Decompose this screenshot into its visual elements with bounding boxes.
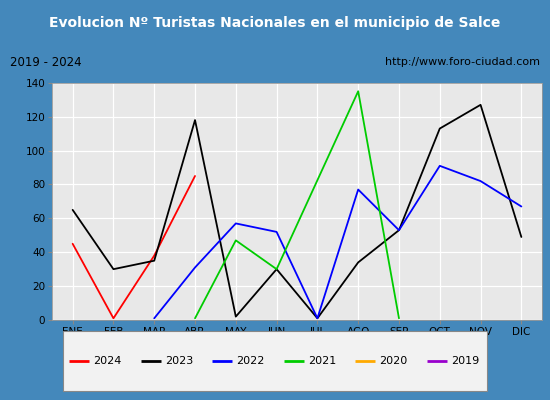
Text: 2020: 2020: [379, 356, 408, 366]
Text: http://www.foro-ciudad.com: http://www.foro-ciudad.com: [385, 57, 540, 67]
Text: 2019 - 2024: 2019 - 2024: [10, 56, 81, 69]
FancyBboxPatch shape: [63, 331, 487, 391]
Text: Evolucion Nº Turistas Nacionales en el municipio de Salce: Evolucion Nº Turistas Nacionales en el m…: [50, 16, 501, 30]
Text: 2023: 2023: [165, 356, 193, 366]
Text: 2024: 2024: [94, 356, 122, 366]
Text: 2022: 2022: [236, 356, 265, 366]
Text: 2019: 2019: [451, 356, 479, 366]
Text: 2021: 2021: [308, 356, 336, 366]
